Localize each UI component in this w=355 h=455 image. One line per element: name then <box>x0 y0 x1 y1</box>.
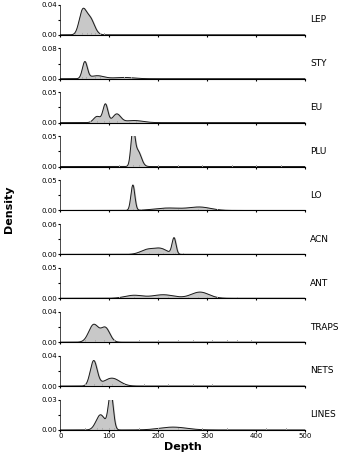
Text: ANT: ANT <box>310 278 328 288</box>
Text: LINES: LINES <box>310 410 336 420</box>
Text: EU: EU <box>310 103 322 112</box>
Text: TRAPS: TRAPS <box>310 323 339 332</box>
Text: LO: LO <box>310 191 322 200</box>
Text: NETS: NETS <box>310 366 334 375</box>
Text: Density: Density <box>4 186 13 233</box>
Text: PLU: PLU <box>310 147 327 156</box>
Text: STY: STY <box>310 59 327 68</box>
Text: LEP: LEP <box>310 15 326 24</box>
X-axis label: Depth: Depth <box>164 441 202 451</box>
Text: ACN: ACN <box>310 235 329 244</box>
